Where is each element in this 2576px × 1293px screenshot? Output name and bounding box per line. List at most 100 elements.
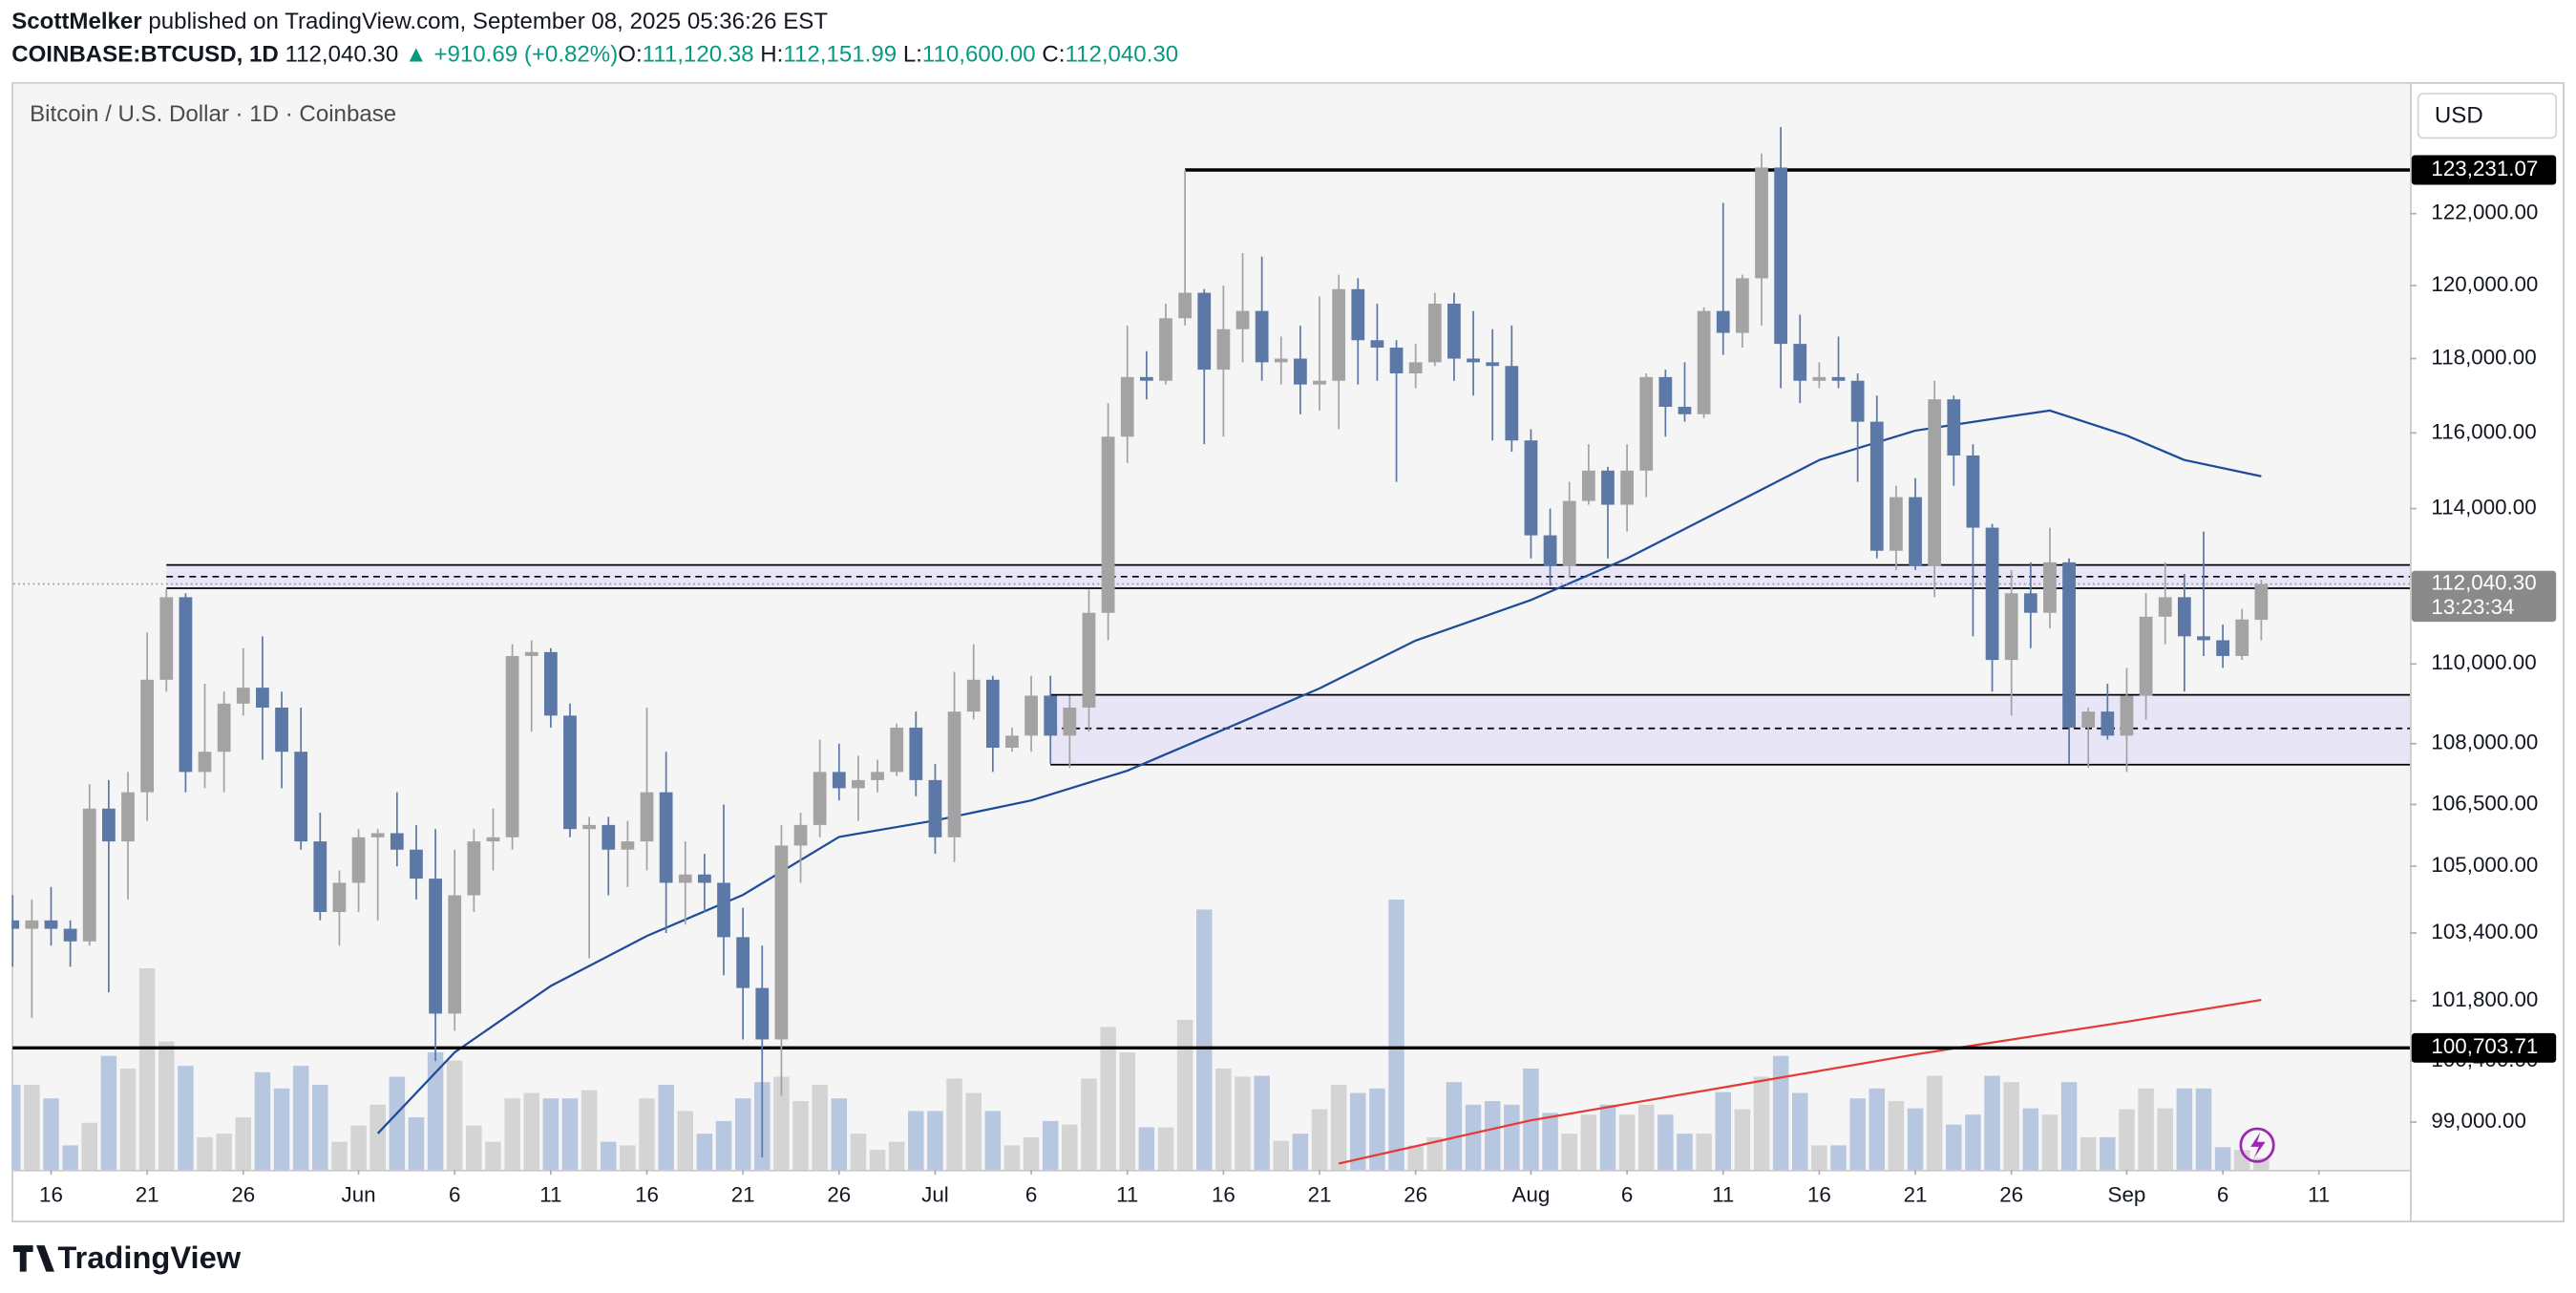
candle-body (44, 920, 58, 929)
volume-bar (1715, 1092, 1732, 1170)
level-label-box (2411, 1032, 2557, 1063)
volume-bar (273, 1088, 290, 1170)
volume-bar (1542, 1113, 1558, 1170)
x-tick-label: 21 (1308, 1182, 1332, 1206)
candle-body (370, 833, 385, 837)
candle-body (2062, 562, 2076, 728)
last: 112,040.30 (285, 42, 399, 68)
candle-body (1543, 535, 1557, 566)
author[interactable]: ScottMelker (11, 9, 142, 34)
x-tick-label: 21 (136, 1182, 159, 1206)
candle-body (1274, 358, 1288, 363)
axes: 122,000.00 120,000.00 118,000.00 116,000.00… (39, 155, 2557, 1206)
candle-body (1947, 399, 1961, 456)
x-tick-label: 6 (2217, 1182, 2228, 1206)
candle-body (429, 879, 442, 1014)
volume-bar (1734, 1109, 1751, 1170)
candle-body (505, 655, 519, 837)
candle-body (582, 824, 596, 830)
candle-body (332, 882, 347, 913)
open-label: O: (618, 42, 642, 68)
volume-bar (197, 1136, 213, 1170)
volume-bar (1042, 1120, 1059, 1170)
x-tick-label: 26 (1404, 1182, 1427, 1206)
candle-body (2023, 593, 2038, 613)
y-tick-label: 114,000.00 (2431, 495, 2536, 519)
candle-body (1620, 470, 1634, 505)
volume-bar (888, 1141, 905, 1170)
x-tick-label: Aug (1512, 1182, 1551, 1206)
candle-body (563, 715, 577, 830)
candle-body (1486, 362, 1500, 367)
x-tick-label: 11 (2308, 1182, 2330, 1206)
y-tick-label: 106,500.00 (2431, 791, 2538, 815)
x-tick-label: Jun (342, 1182, 376, 1206)
y-tick-label: 116,000.00 (2431, 419, 2536, 443)
volume-bar (1888, 1101, 1905, 1170)
candle-body (1890, 497, 1903, 551)
candle-body (2004, 593, 2018, 661)
change: ▲ +910.69 (+0.82%) (405, 42, 618, 68)
candle-body (659, 792, 673, 883)
x-tick-label: Sep (2108, 1182, 2146, 1206)
volume-bar (2100, 1136, 2116, 1170)
volume-bar (331, 1141, 348, 1170)
volume-bar (389, 1076, 406, 1170)
x-tick-label: 11 (1712, 1182, 1734, 1206)
volume-bar (1637, 1104, 1655, 1170)
volume-bar (292, 1066, 309, 1170)
volume-bar (235, 1117, 252, 1170)
volume-bar (1599, 1104, 1616, 1170)
volume-bar (62, 1145, 78, 1170)
volume-bar (1062, 1124, 1078, 1170)
candle-body (909, 727, 923, 780)
candle-body (1197, 292, 1212, 371)
candle-body (2043, 562, 2057, 613)
high-label: H: (760, 42, 783, 68)
volume-bar (1658, 1114, 1674, 1170)
candle-body (2120, 695, 2134, 736)
level-label-box (2411, 155, 2557, 185)
volume-bar (119, 1068, 137, 1170)
candle-body (1427, 303, 1442, 363)
candle-body (256, 688, 269, 708)
volume-bar (254, 1071, 271, 1170)
volume-bar (370, 1104, 386, 1170)
x-tick-label: 26 (827, 1182, 851, 1206)
candle-body (2197, 636, 2210, 641)
level-label: 123,231.07 (2431, 157, 2538, 180)
volume-bar (831, 1098, 848, 1170)
candle-body (1467, 358, 1480, 363)
candle-body (774, 845, 789, 1040)
candle-body (1639, 376, 1654, 471)
volume-bar (850, 1134, 867, 1170)
volume-bar (1138, 1127, 1155, 1170)
candle-body (1735, 278, 1749, 333)
volume-bar (1965, 1114, 1981, 1170)
candle-body (698, 874, 711, 883)
candle-body (1716, 310, 1730, 333)
lightning-icon[interactable] (2239, 1127, 2275, 1163)
volume-bar (2176, 1088, 2193, 1170)
candle-body (1101, 436, 1115, 613)
volume-bar (1792, 1092, 1808, 1170)
open: 111,120.38 (643, 42, 754, 68)
currency-button[interactable] (2417, 93, 2558, 139)
candle-body (602, 824, 616, 850)
ohlc-line: COINBASE:BTCUSD, 1D 112,040.30 ▲ +910.69… (11, 42, 1178, 68)
volume-bar (1677, 1134, 1693, 1170)
candle-body (1697, 310, 1711, 414)
volume-bar (1100, 1027, 1116, 1170)
candle-body (1408, 362, 1423, 373)
volume-bar (11, 1085, 21, 1170)
brand: TradingView (57, 1240, 241, 1275)
volume-bar (312, 1085, 328, 1170)
candle-body (294, 752, 308, 842)
volume-bar (1195, 909, 1213, 1170)
volume-bar (1330, 1085, 1347, 1170)
volume-bar (1311, 1109, 1328, 1170)
last-price-box (2411, 570, 2557, 623)
y-tick-label: 108,000.00 (2431, 731, 2538, 754)
close: 112,040.30 (1065, 42, 1178, 68)
candle-body (717, 882, 730, 938)
